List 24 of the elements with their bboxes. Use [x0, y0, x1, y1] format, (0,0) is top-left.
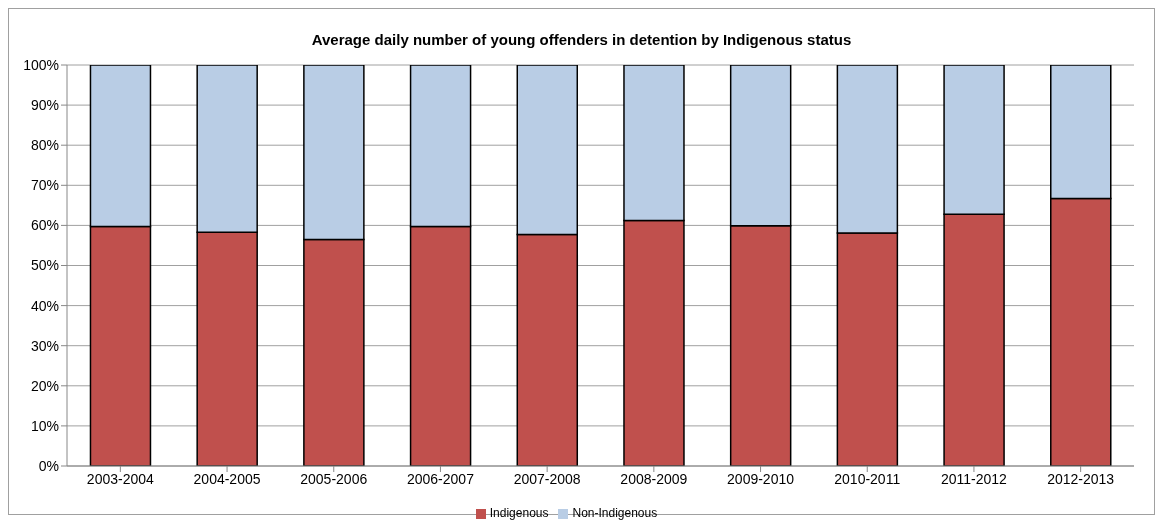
y-tick-label: 50% [30, 257, 59, 274]
x-tick-label: 2005-2006 [300, 470, 368, 487]
x-tick-label: 2008-2009 [620, 470, 688, 487]
y-tick-label: 80% [30, 137, 59, 154]
legend-label: Indigenous [489, 506, 549, 520]
y-tick-label: 40% [30, 297, 59, 314]
y-tick-label: 90% [30, 97, 59, 114]
y-tick-label: 100% [23, 56, 59, 73]
x-tick-label: 2007-2008 [513, 470, 581, 487]
y-tick-label: 20% [30, 377, 59, 394]
x-tick-label: 2012-2013 [1047, 470, 1115, 487]
chart-title: Average daily number of young offenders in detention by Indigenous status [310, 31, 853, 50]
x-tick-label: 2010-2011 [834, 470, 901, 487]
y-tick-label: 0% [38, 457, 59, 474]
y-tick-label: 60% [30, 217, 59, 234]
x-tick-label: 2011-2012 [940, 470, 1008, 487]
y-tick-label: 30% [30, 337, 59, 354]
legend-label: Non-Indigenous [572, 506, 658, 520]
y-tick-label: 10% [30, 417, 59, 434]
x-tick-label: 2003-2004 [86, 470, 155, 487]
x-tick-label: 2004-2005 [193, 470, 261, 487]
x-tick-label: 2006-2007 [406, 470, 475, 487]
y-tick-label: 70% [30, 177, 59, 194]
x-tick-label: 2009-2010 [727, 470, 795, 487]
